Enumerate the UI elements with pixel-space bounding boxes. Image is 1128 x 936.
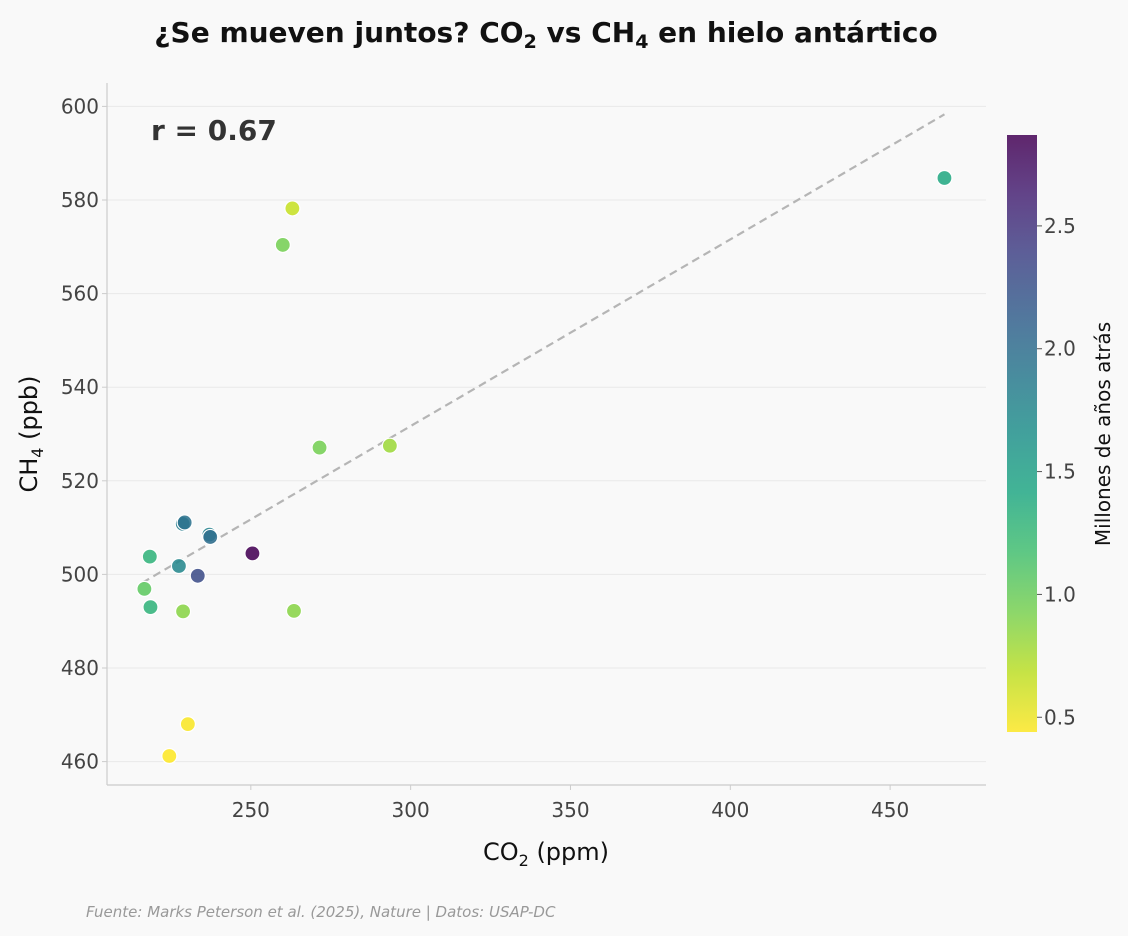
axes xyxy=(106,83,986,786)
data-point-5 xyxy=(174,603,192,620)
y-tick-label-480: 480 xyxy=(61,656,99,680)
data-point-8 xyxy=(311,439,328,456)
colorbar-ticks: 0.5 1.0 1.5 2.0 2.5 xyxy=(1037,214,1076,729)
colorbar-tick-label-1: 1.0 xyxy=(1044,582,1076,606)
data-point-16 xyxy=(176,514,193,531)
chart-title: ¿Se mueven juntos? CO2 vs CH4 en hielo a… xyxy=(154,16,937,53)
data-point-9 xyxy=(136,580,153,598)
colorbar-tick-label-0: 0.5 xyxy=(1044,705,1076,729)
trendline xyxy=(141,113,946,584)
colorbar-tick-label-2: 1.5 xyxy=(1044,460,1076,484)
y-tick-label-560: 560 xyxy=(61,282,99,306)
data-point-2 xyxy=(179,716,196,733)
data-point-3 xyxy=(284,200,301,217)
x-tick-label-450: 450 xyxy=(871,798,909,822)
data-point-17 xyxy=(202,528,219,546)
gridlines xyxy=(107,105,986,763)
data-point-19 xyxy=(244,545,261,562)
source-note: Fuente: Marks Peterson et al. (2025), Na… xyxy=(86,903,556,921)
data-point-10 xyxy=(142,599,159,616)
data-point-13 xyxy=(170,557,188,575)
y-tick-label-600: 600 xyxy=(61,94,99,118)
colorbar-tick-label-4: 2.5 xyxy=(1044,214,1076,238)
y-tick-label-540: 540 xyxy=(61,375,99,399)
colorbar-tick-label-3: 2.0 xyxy=(1044,337,1076,361)
correlation-annotation: r = 0.67 xyxy=(151,114,277,147)
x-tick-label-300: 300 xyxy=(392,798,430,822)
x-axis-label: CO2 (ppm) xyxy=(483,838,609,870)
y-tick-label-520: 520 xyxy=(61,469,99,493)
data-point-4 xyxy=(381,437,398,454)
data-point-12 xyxy=(936,169,953,187)
y-tick-label-580: 580 xyxy=(61,188,99,212)
data-point-6 xyxy=(285,602,303,620)
x-tick-label-350: 350 xyxy=(551,798,589,822)
x-tick-label-250: 250 xyxy=(232,798,270,822)
colorbar xyxy=(1007,135,1037,732)
colorbar-label: Millones de años atrás xyxy=(1091,322,1115,546)
x-axis-ticks: 250 300 350 400 450 xyxy=(232,785,909,822)
y-tick-label-460: 460 xyxy=(61,750,99,774)
x-tick-label-400: 400 xyxy=(711,798,749,822)
y-axis-label: CH4 (ppb) xyxy=(15,375,47,492)
trendline-group xyxy=(141,113,946,584)
data-points xyxy=(136,169,953,765)
data-point-7 xyxy=(274,236,291,254)
data-point-1 xyxy=(161,747,178,765)
y-tick-label-500: 500 xyxy=(61,562,99,586)
data-point-18 xyxy=(189,567,206,584)
data-point-11 xyxy=(141,548,158,565)
y-axis-ticks: 460 480 500 520 540 560 580 600 xyxy=(61,94,107,774)
